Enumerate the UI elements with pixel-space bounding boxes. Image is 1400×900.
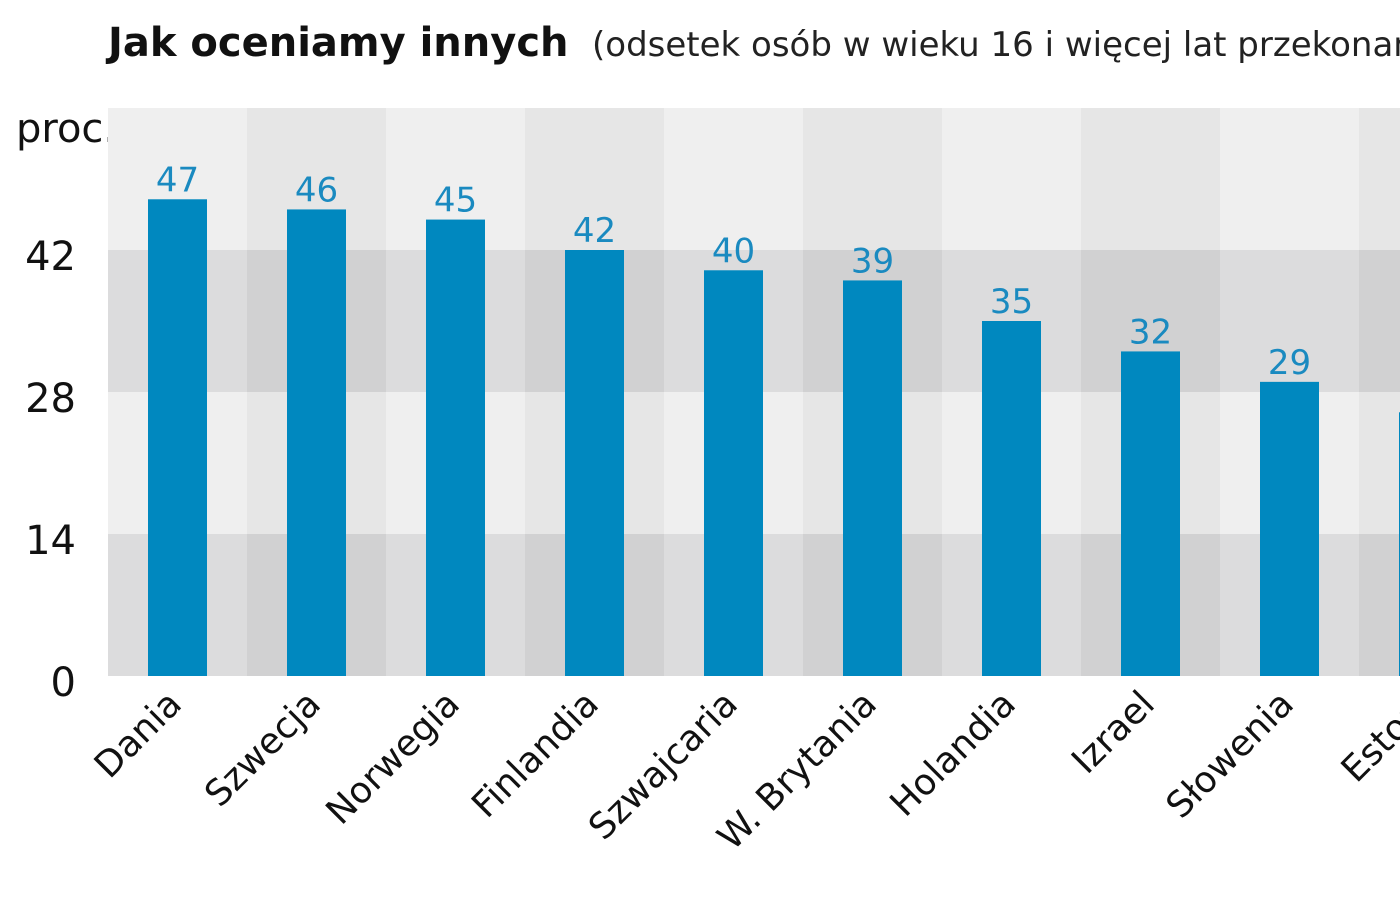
grid-band-cell (664, 108, 803, 250)
x-category-label: Szwecja (197, 683, 329, 815)
x-axis-labels: Dania SzwecjaNorwegiaFinlandiaSzwajcariaW… (87, 683, 1400, 858)
bar (148, 199, 207, 677)
bars (148, 199, 1400, 677)
bar-value-label: 29 (1268, 343, 1311, 383)
chart-subtitle: (odsetek osób w wieku 16 i więcej lat pr… (592, 25, 1400, 65)
bar (704, 270, 763, 676)
bar (1121, 351, 1180, 676)
y-tick-label: 42 (25, 234, 76, 280)
bar (843, 280, 902, 676)
grid-band-cell (1081, 108, 1220, 250)
y-tick-label: 14 (25, 518, 76, 564)
bar-value-label: 47 (156, 160, 199, 200)
grid-band-cell (1359, 534, 1400, 676)
grid-band-cell (1220, 250, 1359, 392)
bar (1260, 381, 1319, 676)
bar-value-label: 35 (990, 282, 1033, 322)
x-category-label: Słowenia (1159, 683, 1302, 826)
y-axis-ticks: 0 14 28 42 (25, 234, 76, 706)
x-category-label: Finlandia (464, 683, 607, 826)
bar-value-label: 45 (434, 181, 477, 221)
grid-band-cell (1359, 250, 1400, 392)
bar-value-label: 46 (295, 170, 338, 210)
grid-band-cell (1359, 108, 1400, 250)
x-category-label: Estoni (1334, 683, 1400, 790)
grid-band-cell (1359, 392, 1400, 534)
bar-value-label: 32 (1129, 312, 1172, 352)
x-category-label: Norwegia (318, 683, 467, 832)
bar-value-label: 40 (712, 231, 755, 271)
bar (426, 219, 485, 677)
bar-value-label: 39 (851, 241, 894, 281)
x-category-label: Holandia (883, 683, 1024, 824)
bar (287, 209, 346, 676)
bar (565, 250, 624, 676)
y-tick-label: 0 (51, 660, 76, 706)
x-category-label: Izrael (1064, 683, 1163, 782)
value-labels: 47 46 45 42 40 39 35 32 29 (156, 160, 1311, 383)
grid-band-cell (803, 108, 942, 250)
y-axis-unit-label: proc. (16, 106, 116, 152)
bar-value-label: 42 (573, 211, 616, 251)
grid-band-cell (1220, 108, 1359, 250)
grid-band-cell (525, 108, 664, 250)
chart-title: Jak oceniamy innych (105, 20, 569, 66)
x-category-label: Dania (87, 683, 190, 786)
grid-band-cell (942, 108, 1081, 250)
y-tick-label: 28 (25, 376, 76, 422)
bar (982, 321, 1041, 676)
